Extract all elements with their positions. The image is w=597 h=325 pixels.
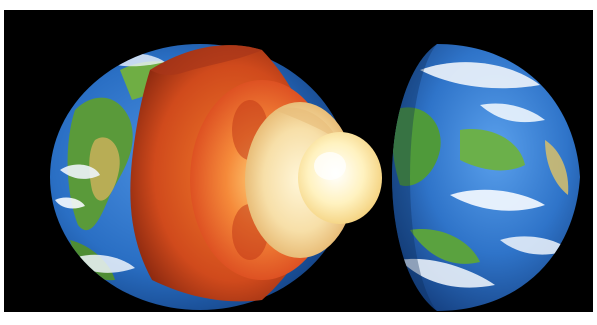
- inner-core-layer: [298, 132, 382, 224]
- right-hemisphere: [392, 44, 580, 311]
